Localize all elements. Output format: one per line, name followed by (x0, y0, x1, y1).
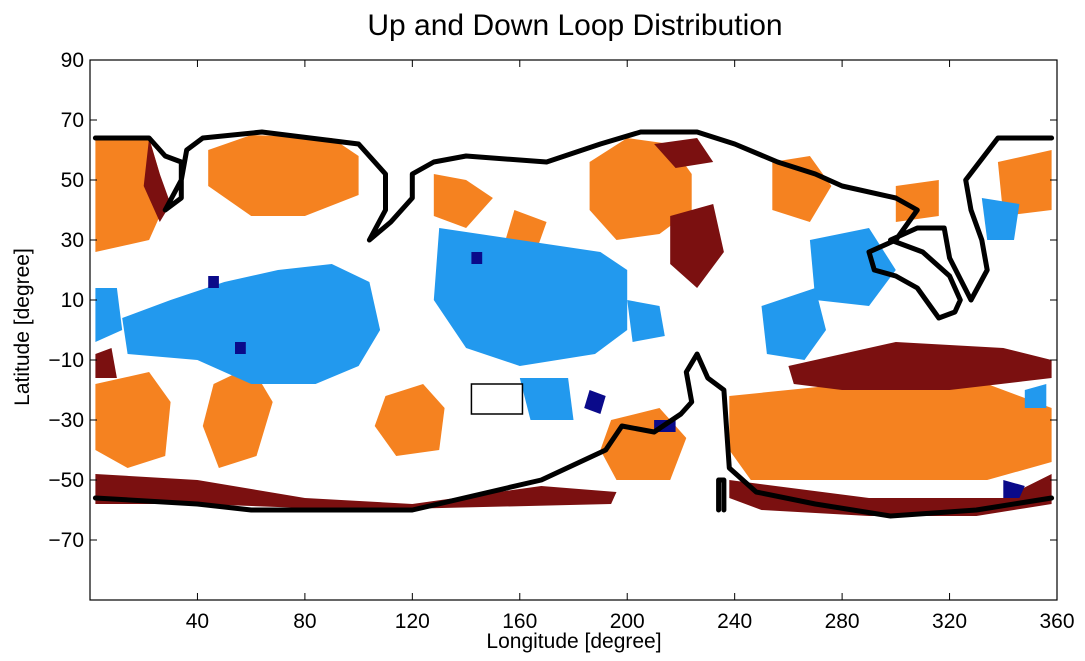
region-orange (95, 372, 171, 468)
region-dark-red (788, 342, 1052, 390)
region-orange (374, 384, 445, 456)
region-orange (208, 135, 359, 216)
region-orange (895, 180, 939, 222)
region-light-blue (809, 228, 896, 306)
region-dark-red (670, 204, 724, 288)
region-orange (729, 384, 1052, 480)
coastline-1 (92, 129, 1055, 321)
region-light-blue (1024, 384, 1047, 408)
region-orange (772, 156, 832, 222)
region-orange (589, 138, 692, 240)
region-orange (202, 366, 273, 468)
chart-title: Up and Down Loop Distribution (367, 9, 782, 42)
region-dark-blue (235, 342, 246, 354)
region-light-blue (761, 288, 826, 360)
y-tick-label: 30 (61, 229, 84, 252)
plot-area-frame (89, 59, 1058, 601)
x-tick-label: 160 (502, 610, 537, 633)
x-tick-label: 360 (1039, 610, 1074, 633)
region-dark-blue (471, 252, 483, 264)
x-tick-label: 200 (610, 610, 645, 633)
region-orange (433, 174, 493, 228)
x-axis-label: Longitude [degree] (486, 630, 661, 653)
x-tick-label: 240 (717, 610, 752, 633)
y-tick-label: −10 (48, 349, 84, 372)
axis-ticks: 40 80 120 160 200 240 280 320 360 90 70 50 30 10 −10 −3… (48, 49, 1074, 633)
y-tick-label: 90 (61, 49, 84, 72)
region-dark-blue (208, 276, 219, 288)
region-light-blue (981, 198, 1020, 240)
x-tick-label: 120 (395, 610, 430, 633)
region-dark-blue (584, 390, 606, 414)
region-light-blue (627, 300, 665, 342)
region-dark-red (143, 138, 171, 222)
x-tick-label: 40 (186, 610, 209, 633)
y-tick-label: −70 (48, 529, 84, 552)
annotations (470, 383, 524, 415)
x-tick-label: 280 (825, 610, 860, 633)
region-light-blue (122, 264, 381, 384)
region-dark-blue (1003, 480, 1025, 498)
region-orange (997, 150, 1052, 216)
region-dark-red (654, 138, 714, 168)
region-light-blue (433, 228, 628, 366)
y-axis-label: Latitude [degree] (11, 248, 34, 406)
y-tick-label: −30 (48, 409, 84, 432)
y-tick-label: 10 (61, 289, 84, 312)
region-dark-red (729, 474, 1052, 516)
coastline-2 (92, 351, 1055, 519)
coastline-3 (716, 477, 727, 513)
region-light-blue (519, 378, 574, 420)
x-tick-label: 80 (293, 610, 316, 633)
region-dark-red (95, 348, 117, 378)
region-orange (95, 138, 160, 252)
heatmap-regions (95, 135, 1052, 516)
coastlines (92, 129, 1055, 519)
y-tick-label: 70 (61, 109, 84, 132)
region-light-blue (95, 288, 123, 342)
x-tick-label: 320 (932, 610, 967, 633)
y-tick-label: 50 (61, 169, 84, 192)
y-tick-label: −50 (48, 469, 84, 492)
region-dark-red (95, 474, 617, 510)
annotation-box (470, 383, 524, 415)
